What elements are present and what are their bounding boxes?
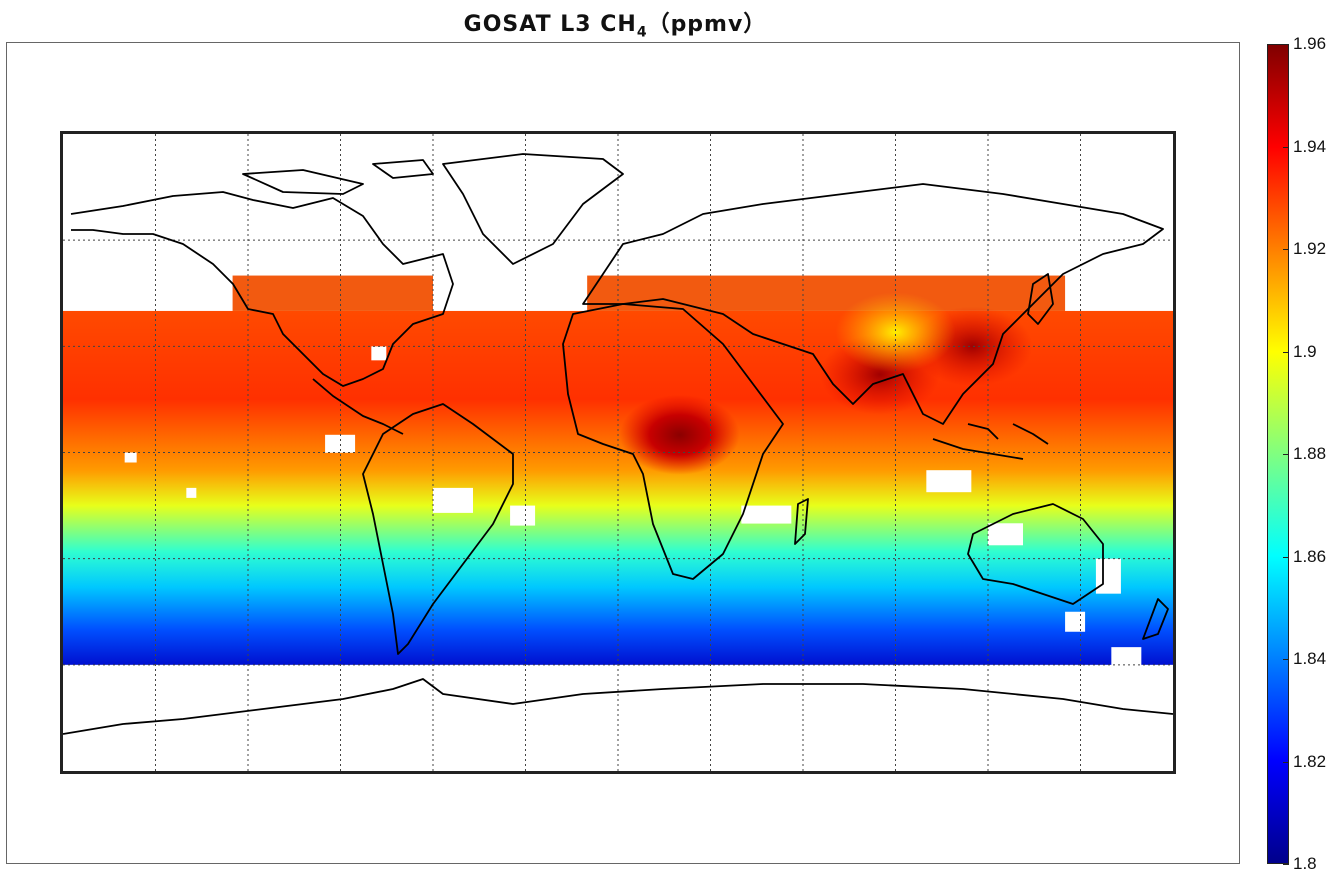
colorbar-tick-label: 1.86 bbox=[1293, 546, 1327, 566]
colorbar-tick-label: 1.96 bbox=[1293, 34, 1327, 53]
hotspot-central-africa bbox=[619, 394, 740, 475]
missing-data-gap bbox=[510, 505, 536, 526]
coast-greenland bbox=[442, 153, 624, 265]
coastlines bbox=[63, 153, 1173, 735]
coast-arctic-islands bbox=[242, 159, 434, 195]
coast-north-america bbox=[70, 191, 454, 387]
missing-data-gap bbox=[1111, 647, 1142, 668]
missing-data-gap bbox=[988, 523, 1023, 546]
ch4-eurasia bbox=[587, 275, 1066, 311]
missing-data-gap bbox=[741, 505, 792, 524]
graticule bbox=[63, 134, 1173, 771]
colorbar-tick-mark bbox=[1283, 454, 1289, 455]
missing-data-gap bbox=[433, 487, 473, 513]
coast-south-america bbox=[362, 403, 514, 655]
colorbar-tick-label: 1.8 bbox=[1293, 854, 1317, 873]
colorbar-tick-label: 1.88 bbox=[1293, 444, 1327, 463]
coast-indonesia bbox=[932, 423, 1049, 460]
colorbar-tick-mark bbox=[1283, 864, 1289, 865]
coast-central-america bbox=[312, 378, 404, 435]
title-suffix: （ppmv） bbox=[647, 12, 767, 37]
colorbar-tick-label: 1.92 bbox=[1293, 239, 1327, 258]
coast-japan bbox=[1027, 273, 1054, 325]
colorbar-tick-label: 1.82 bbox=[1293, 751, 1327, 771]
coast-new-zealand bbox=[1142, 598, 1169, 640]
axes-frame bbox=[6, 42, 1240, 864]
coast-antarctica bbox=[63, 678, 1173, 735]
missing-data-gap bbox=[371, 346, 387, 361]
missing-data-gap bbox=[124, 452, 137, 463]
colorbar-tick-mark bbox=[1283, 556, 1289, 558]
map-title: GOSAT L3 CH4（ppmv） bbox=[0, 6, 1230, 40]
colorbar-tick-mark bbox=[1283, 761, 1289, 763]
colorbar-tick-mark bbox=[1283, 146, 1289, 148]
missing-data-gap bbox=[186, 487, 197, 498]
colorbar-tick-mark bbox=[1283, 249, 1289, 250]
missing-data-gap bbox=[926, 470, 972, 493]
map-panel bbox=[60, 131, 1176, 774]
missing-data-gap bbox=[325, 434, 356, 453]
colorbar-tick-label: 1.9 bbox=[1293, 341, 1317, 361]
colorbar-tick-label: 1.94 bbox=[1293, 136, 1327, 156]
world-map bbox=[63, 134, 1173, 771]
coast-eurasia bbox=[582, 183, 1164, 425]
title-subscript: 4 bbox=[636, 24, 648, 41]
colorbar-tick-mark bbox=[1283, 659, 1289, 660]
coast-australia bbox=[967, 503, 1104, 605]
colorbar-tick-mark bbox=[1283, 351, 1289, 353]
missing-data-gap bbox=[1065, 611, 1086, 632]
coast-madagascar bbox=[794, 498, 809, 545]
hotspot-tibetan-plateau bbox=[835, 292, 956, 373]
missing-data-gap bbox=[1095, 558, 1121, 594]
colorbar-tick-mark bbox=[1283, 44, 1289, 45]
title-prefix: GOSAT L3 CH bbox=[463, 12, 637, 37]
colorbar-tick-label: 1.84 bbox=[1293, 649, 1327, 668]
coast-africa bbox=[562, 303, 784, 580]
ch4-north-america bbox=[232, 275, 433, 311]
